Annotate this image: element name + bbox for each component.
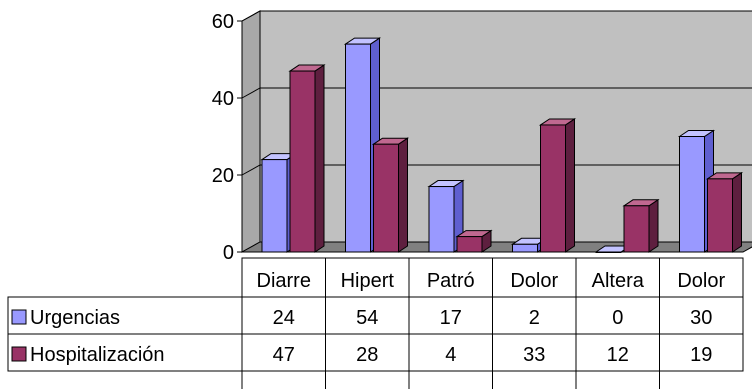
gridline bbox=[241, 87, 752, 99]
bar-side bbox=[565, 118, 575, 253]
bar-hospitalizacion bbox=[538, 118, 577, 253]
plot-back-wall bbox=[259, 10, 752, 243]
data-value: 33 bbox=[523, 344, 545, 366]
data-value: 30 bbox=[690, 307, 712, 329]
bar-front bbox=[679, 136, 705, 253]
category-label: Dolor bbox=[510, 270, 558, 292]
bar-front bbox=[373, 143, 399, 253]
bar-front bbox=[345, 43, 371, 253]
data-value: 24 bbox=[273, 307, 295, 329]
data-value: 54 bbox=[356, 307, 378, 329]
gridline bbox=[241, 10, 752, 22]
bar-urgencias bbox=[343, 37, 382, 253]
bar-front bbox=[261, 159, 288, 253]
bar-hospitalizacion bbox=[622, 198, 660, 253]
y-tick-label: 20 bbox=[212, 165, 234, 187]
bar-hospitalizacion bbox=[288, 64, 326, 253]
data-value: 2 bbox=[529, 307, 540, 329]
bar-side bbox=[398, 137, 408, 253]
bar-hospitalizacion bbox=[371, 137, 410, 253]
bars-group bbox=[260, 37, 744, 253]
y-tick-label: 40 bbox=[212, 88, 234, 110]
bar-front bbox=[595, 251, 622, 253]
data-value: 19 bbox=[690, 344, 712, 366]
data-value: 28 bbox=[356, 344, 378, 366]
series-name: Urgencias bbox=[30, 307, 120, 329]
bar-front bbox=[456, 236, 483, 253]
data-table: Diarre Hipert Patró Dolor Altera Dolor Urgenci… bbox=[7, 257, 744, 389]
data-value: 17 bbox=[440, 307, 462, 329]
category-label: Dolor bbox=[677, 270, 725, 292]
data-value: 0 bbox=[612, 307, 623, 329]
bar-side bbox=[732, 171, 742, 253]
y-tick-label: 60 bbox=[212, 11, 234, 33]
y-axis: 0 20 40 60 bbox=[212, 11, 243, 264]
bar-hospitalizacion bbox=[455, 229, 493, 253]
data-value: 47 bbox=[273, 344, 295, 366]
category-label: Diarre bbox=[257, 270, 311, 292]
bar-front bbox=[289, 70, 316, 253]
bar-hospitalizacion bbox=[705, 171, 744, 253]
gridline bbox=[241, 164, 752, 176]
bar-front bbox=[707, 178, 733, 253]
data-value: 4 bbox=[445, 344, 456, 366]
series-name: Hospitalización bbox=[30, 344, 165, 366]
category-label: Patró bbox=[427, 270, 475, 292]
bar-front bbox=[540, 124, 566, 253]
bar-side bbox=[648, 198, 659, 253]
category-label: Hipert bbox=[341, 270, 395, 292]
table-row bbox=[7, 333, 744, 372]
bar-side bbox=[314, 64, 325, 253]
bar-front bbox=[428, 186, 455, 253]
plot-side-wall bbox=[241, 10, 261, 253]
bar-front bbox=[512, 243, 538, 253]
bar-front bbox=[623, 205, 650, 253]
legend-swatch bbox=[11, 309, 27, 325]
y-tick-label: 0 bbox=[223, 242, 234, 264]
legend-swatch bbox=[11, 346, 27, 362]
data-value: 12 bbox=[607, 344, 629, 366]
category-label: Altera bbox=[592, 270, 645, 292]
